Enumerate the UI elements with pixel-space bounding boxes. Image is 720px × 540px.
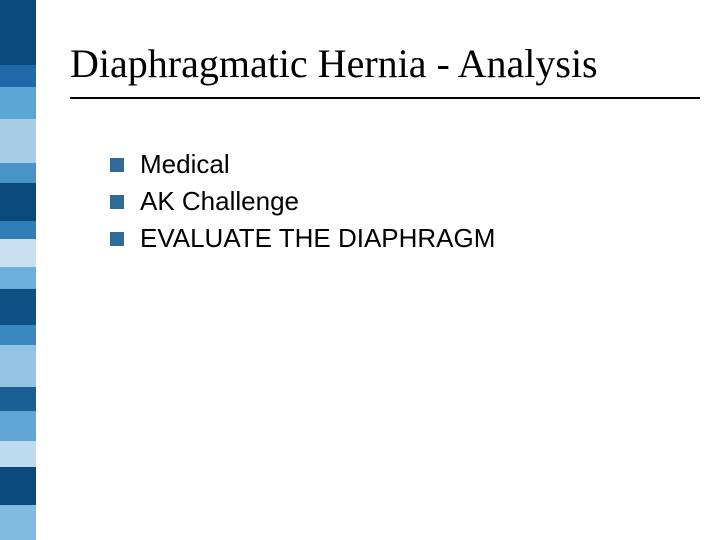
decorative-sidebar	[0, 0, 36, 540]
sidebar-stripe	[0, 65, 36, 87]
sidebar-stripe	[0, 119, 36, 163]
slide-title: Diaphragmatic Hernia - Analysis	[70, 40, 700, 99]
list-item: EVALUATE THE DIAPHRAGM	[110, 223, 700, 254]
bullet-list: Medical AK Challenge EVALUATE THE DIAPHR…	[110, 149, 700, 254]
square-bullet-icon	[110, 195, 124, 209]
bullet-label: EVALUATE THE DIAPHRAGM	[140, 223, 495, 254]
sidebar-stripe	[0, 325, 36, 345]
sidebar-stripe	[0, 441, 36, 467]
slide-content: Diaphragmatic Hernia - Analysis Medical …	[70, 40, 700, 260]
sidebar-stripe	[0, 87, 36, 119]
list-item: Medical	[110, 149, 700, 180]
square-bullet-icon	[110, 232, 124, 246]
sidebar-stripe	[0, 289, 36, 325]
sidebar-stripe	[0, 387, 36, 411]
bullet-label: Medical	[140, 149, 230, 180]
sidebar-stripe	[0, 239, 36, 267]
list-item: AK Challenge	[110, 186, 700, 217]
sidebar-stripe	[0, 0, 36, 65]
sidebar-stripe	[0, 345, 36, 387]
sidebar-stripe	[0, 183, 36, 221]
sidebar-stripe	[0, 467, 36, 505]
sidebar-stripe	[0, 163, 36, 183]
bullet-label: AK Challenge	[140, 186, 299, 217]
sidebar-stripe	[0, 411, 36, 441]
sidebar-stripe	[0, 505, 36, 540]
square-bullet-icon	[110, 158, 124, 172]
sidebar-stripe	[0, 221, 36, 239]
sidebar-stripe	[0, 267, 36, 289]
